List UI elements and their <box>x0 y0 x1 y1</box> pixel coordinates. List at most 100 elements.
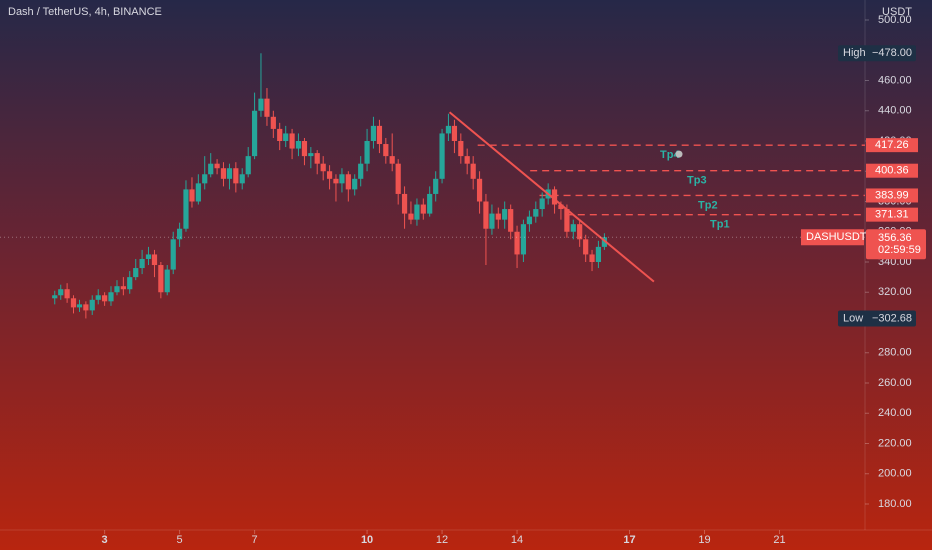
candle-body <box>570 224 576 232</box>
candle-body <box>445 125 452 134</box>
candle-body <box>420 204 426 214</box>
candle-body <box>352 178 358 190</box>
candle-body <box>601 237 608 247</box>
x-tick-label: 7 <box>252 534 258 546</box>
candle-body <box>58 289 64 296</box>
level-label: Tp2 <box>698 199 718 211</box>
candle-body <box>145 254 152 259</box>
symbol-tag-text: DASHUSDT <box>806 231 867 243</box>
x-tick-label: 3 <box>102 534 108 546</box>
level-tag-value: 383.99 <box>875 189 909 201</box>
x-tick-label: 14 <box>511 534 523 546</box>
level-label: Tp3 <box>687 175 707 187</box>
level-tag-value: 417.26 <box>875 139 909 151</box>
candle-body <box>127 277 133 290</box>
high-marker-box <box>838 45 916 62</box>
y-tick-label: 240.00 <box>878 407 912 419</box>
candle-body <box>383 144 389 157</box>
level-label: Tp4 <box>660 149 680 161</box>
candle-body <box>577 224 583 240</box>
y-tick-label: 440.00 <box>878 105 912 117</box>
candle-body <box>526 216 533 225</box>
candle-body <box>476 178 483 202</box>
candle-body <box>226 168 233 179</box>
candle-body <box>164 269 170 293</box>
level-label: Tp1 <box>710 219 730 231</box>
candle-body <box>427 193 433 214</box>
low-marker-dash: − <box>872 312 878 324</box>
candle-body <box>277 128 283 141</box>
candle-body <box>289 133 295 149</box>
candle-body <box>376 125 383 145</box>
currency-label: USDT <box>882 6 912 18</box>
candle-body <box>339 174 345 184</box>
candle-body <box>83 304 89 311</box>
candle-body <box>308 153 314 157</box>
symbol-tag <box>801 229 864 246</box>
x-tick-label: 19 <box>698 534 710 546</box>
level-tag <box>866 207 918 222</box>
candle-body <box>170 239 176 270</box>
candle-body <box>208 163 214 175</box>
low-marker-box <box>838 310 916 327</box>
high-marker-value: 478.00 <box>878 47 912 59</box>
candle-body <box>189 189 195 202</box>
candle-body <box>70 298 77 308</box>
level-marker <box>675 150 683 158</box>
price-tag <box>866 229 926 260</box>
candle-body <box>414 204 420 220</box>
candle-body <box>239 174 245 184</box>
candle-body <box>183 189 189 229</box>
chart-title: Dash / TetherUS, 4h, BINANCE <box>8 6 162 18</box>
candle-body <box>358 163 364 179</box>
y-tick-label: 200.00 <box>878 468 912 480</box>
candle-body <box>495 213 501 220</box>
candle-body <box>102 295 108 302</box>
candle-body <box>220 168 227 179</box>
candle-body <box>176 228 183 240</box>
trendline <box>448 111 655 283</box>
candle-body <box>139 258 145 269</box>
y-tick-label: 460.00 <box>878 74 912 86</box>
level-tag <box>866 163 918 178</box>
y-tick-label: 180.00 <box>878 498 912 510</box>
candle-body <box>589 254 595 262</box>
y-tick-label: 260.00 <box>878 377 912 389</box>
level-tag <box>866 138 918 153</box>
candle-body <box>320 163 326 172</box>
candle-body <box>345 174 351 190</box>
candle-body <box>295 141 302 149</box>
price-tag-value: 356.36 <box>878 232 912 244</box>
y-tick-label: 280.00 <box>878 347 912 359</box>
candle-body <box>370 125 377 141</box>
candle-body <box>583 239 589 255</box>
candle-body <box>114 286 120 293</box>
candle-body <box>158 265 164 293</box>
candle-body <box>439 133 445 179</box>
candle-body <box>251 110 258 157</box>
candle-body <box>301 141 308 157</box>
candle-body <box>333 178 339 184</box>
y-tick-label: 220.00 <box>878 437 912 449</box>
candle-body <box>314 153 320 164</box>
candle-body <box>451 125 458 141</box>
candle-body <box>520 224 527 255</box>
candle-body <box>401 193 408 214</box>
high-marker-label: High <box>843 47 866 59</box>
candle-body <box>564 209 570 232</box>
candle-body <box>408 213 414 220</box>
candle-body <box>433 178 439 194</box>
x-tick-label: 5 <box>177 534 183 546</box>
candle-body <box>89 299 95 311</box>
candle-body <box>539 198 545 210</box>
candle-body <box>483 201 489 229</box>
candle-body <box>395 163 401 194</box>
candle-body <box>195 183 201 202</box>
candle-body <box>508 209 514 232</box>
candle-body <box>270 116 276 129</box>
candle-body <box>558 204 564 210</box>
candle-body <box>108 292 114 302</box>
candle-body <box>489 213 495 229</box>
candle-body <box>233 168 239 184</box>
